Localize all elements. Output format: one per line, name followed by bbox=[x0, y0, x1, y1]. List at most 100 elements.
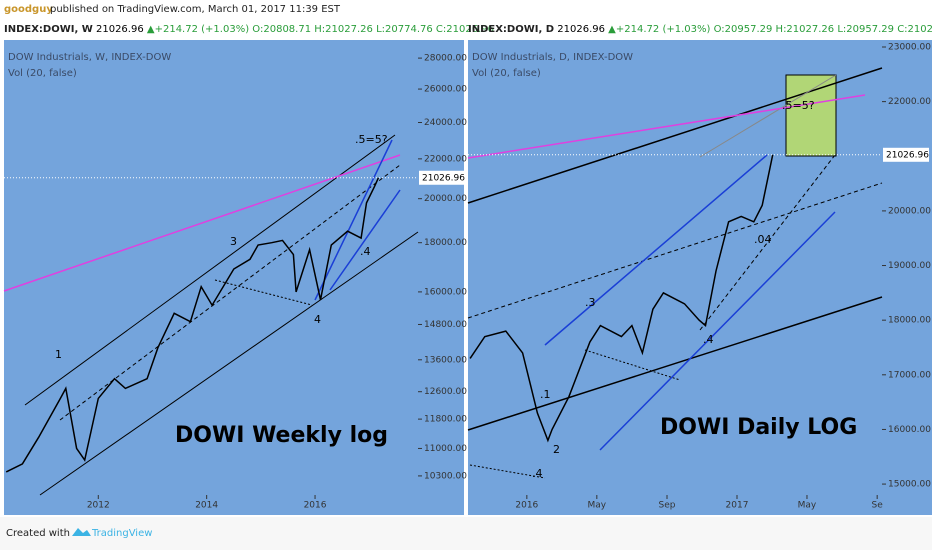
high: H:21027.26 bbox=[776, 24, 835, 35]
published: published on TradingView.com, March 01, … bbox=[50, 4, 341, 15]
trend-line bbox=[467, 296, 883, 431]
change: +214.72 bbox=[155, 24, 198, 35]
trend-line bbox=[467, 94, 866, 159]
close: C:21026.96 bbox=[897, 24, 932, 35]
author[interactable]: goodguy bbox=[4, 4, 53, 15]
annotation: .3 bbox=[585, 296, 596, 309]
annotation: 1 bbox=[55, 348, 62, 361]
time-axis bbox=[468, 495, 932, 515]
x-tick-label: 2016 bbox=[515, 501, 538, 511]
close: C:21026.96 bbox=[436, 24, 494, 35]
trend-line bbox=[314, 139, 393, 301]
quote: INDEX:DOWI, D 21026.96 ▲+214.72 (+1.03%)… bbox=[468, 24, 932, 35]
change-pct: (+1.03%) bbox=[662, 24, 710, 35]
x-tick-label: 2014 bbox=[195, 501, 218, 511]
low: L:20957.29 bbox=[837, 24, 894, 35]
y-tick-label: 22000.00 bbox=[424, 154, 467, 164]
price-line bbox=[5, 177, 380, 473]
y-tick-label: 28000.00 bbox=[424, 54, 467, 64]
y-tick-label: 11000.00 bbox=[424, 444, 467, 454]
trend-line bbox=[39, 231, 419, 496]
quote: INDEX:DOWI, W 21026.96 ▲+214.72 (+1.03%)… bbox=[4, 24, 494, 35]
trend-line bbox=[699, 74, 837, 158]
left-panel: DOW Industrials, W, INDEX-DOW Vol (20, f… bbox=[3, 40, 467, 515]
x-tick-label: 2017 bbox=[726, 501, 749, 511]
symbol: INDEX:DOWI, W bbox=[4, 24, 93, 35]
x-tick-label: Se bbox=[872, 501, 884, 511]
y-tick-label: 16000.00 bbox=[424, 287, 467, 297]
trend-line bbox=[24, 134, 396, 406]
symbol: INDEX:DOWI, D bbox=[468, 24, 554, 35]
trend-line bbox=[467, 67, 883, 204]
trend-line bbox=[584, 349, 681, 381]
annotation: 2 bbox=[553, 443, 560, 456]
last-price-tag bbox=[419, 170, 465, 185]
annotation: .5=5? bbox=[782, 99, 815, 112]
x-tick-label: May bbox=[588, 501, 607, 511]
trend-line bbox=[544, 154, 768, 346]
x-tick-label: 2016 bbox=[304, 501, 327, 511]
annotation: .04 bbox=[754, 233, 772, 246]
time-axis bbox=[4, 495, 464, 515]
indicator: Vol (20, false) bbox=[8, 68, 77, 79]
y-tick-label: 22000.00 bbox=[888, 97, 931, 107]
created-with: Created with bbox=[6, 528, 70, 539]
panel-title: DOW Industrials, D, INDEX-DOW bbox=[472, 52, 633, 63]
x-tick-label: Sep bbox=[659, 501, 676, 511]
last-price-tag bbox=[883, 147, 929, 162]
annotation: .1 bbox=[540, 388, 551, 401]
annotation: .4 bbox=[703, 333, 714, 346]
high: H:21027.26 bbox=[314, 24, 373, 35]
x-tick-label: May bbox=[798, 501, 817, 511]
annotation: 4 bbox=[314, 313, 321, 326]
y-tick-label: 24000.00 bbox=[424, 118, 467, 128]
footer bbox=[0, 517, 932, 550]
change-pct: (+1.03%) bbox=[201, 24, 249, 35]
low: L:20774.76 bbox=[376, 24, 433, 35]
y-tick-label: 14800.00 bbox=[424, 320, 467, 330]
trend-line bbox=[469, 464, 546, 479]
target-box bbox=[785, 74, 837, 157]
y-tick-label: 20000.00 bbox=[424, 194, 467, 204]
open: O:20808.71 bbox=[252, 24, 311, 35]
last-price: 21026.96 bbox=[557, 24, 605, 35]
right-panel: DOW Industrials, D, INDEX-DOW Vol (20, f… bbox=[467, 40, 932, 515]
y-tick-label: 12600.00 bbox=[424, 387, 467, 397]
y-tick-label: 26000.00 bbox=[424, 85, 467, 95]
watermark: DOWI Weekly log bbox=[175, 423, 388, 448]
up-arrow: ▲ bbox=[608, 24, 616, 35]
annotation: .4 bbox=[532, 467, 543, 480]
trend-line bbox=[329, 189, 401, 291]
x-tick-label: 2012 bbox=[87, 501, 110, 511]
annotation: .5=5? bbox=[355, 133, 388, 146]
price-axis bbox=[418, 40, 464, 495]
trend-line bbox=[699, 154, 836, 331]
y-tick-label: 10300.00 bbox=[424, 471, 467, 481]
annotation: 3 bbox=[230, 235, 237, 248]
trend-line bbox=[214, 279, 313, 306]
price-axis bbox=[882, 40, 932, 495]
trend-line bbox=[467, 182, 883, 319]
last-price: 21026.96 bbox=[96, 24, 144, 35]
last-price-label: 21026.96 bbox=[886, 150, 929, 160]
indicator: Vol (20, false) bbox=[472, 68, 541, 79]
logo bbox=[72, 528, 91, 536]
y-tick-label: 19000.00 bbox=[888, 261, 931, 271]
brand[interactable]: TradingView bbox=[91, 528, 152, 539]
change: +214.72 bbox=[616, 24, 659, 35]
trend-line bbox=[599, 211, 836, 451]
y-tick-label: 18000.00 bbox=[888, 316, 931, 326]
y-tick-label: 15000.00 bbox=[888, 480, 931, 490]
y-tick-label: 11800.00 bbox=[424, 415, 467, 425]
last-price-label: 21026.96 bbox=[422, 173, 465, 183]
price-line bbox=[469, 154, 774, 443]
y-tick-label: 16000.00 bbox=[888, 425, 931, 435]
watermark: DOWI Daily LOG bbox=[660, 415, 857, 440]
trend-line bbox=[59, 164, 401, 421]
panel-title: DOW Industrials, W, INDEX-DOW bbox=[8, 52, 171, 63]
y-tick-label: 18000.00 bbox=[424, 238, 467, 248]
up-arrow: ▲ bbox=[147, 24, 155, 35]
y-tick-label: 17000.00 bbox=[888, 370, 931, 380]
annotation: .4 bbox=[360, 245, 371, 258]
